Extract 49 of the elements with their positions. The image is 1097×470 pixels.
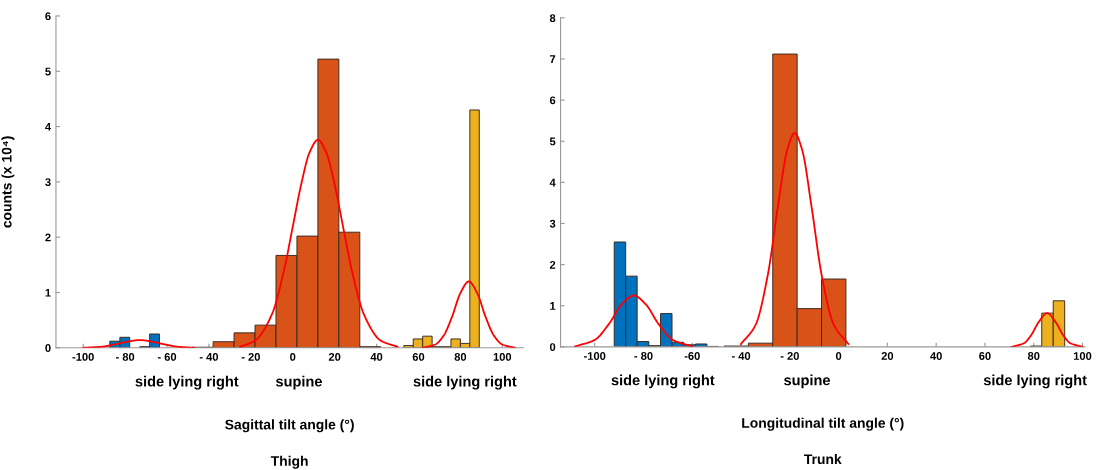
x-tick-label: - 20 — [241, 352, 260, 361]
x-tick-label: 0 — [290, 352, 296, 361]
text: supine — [784, 374, 831, 389]
y-tick-label: 8 — [549, 14, 556, 22]
y-tick-label: 6 — [549, 96, 556, 105]
text: Trunk — [804, 453, 842, 465]
y-tick-label: 3 — [45, 178, 51, 187]
y-tick-label: 2 — [549, 260, 556, 269]
x-tick-label: 0 — [835, 352, 842, 360]
y-tick-label: 5 — [549, 137, 556, 146]
x-tick-label: 80 — [1027, 352, 1040, 360]
x-tick-label: -100 — [72, 352, 94, 361]
y-tick-label: 6 — [45, 12, 51, 21]
x-tick-label: -60 — [684, 352, 700, 360]
y-tick-label: 4 — [549, 178, 556, 187]
text: Thigh — [270, 455, 308, 469]
x-tick-label: - 40 — [199, 352, 219, 361]
x-tick-label: 60 — [412, 352, 425, 361]
x-tick-label: -100 — [584, 352, 606, 360]
x-axis-title: Sagittal tilt angle (°) — [225, 419, 354, 433]
y-tick-label: 0 — [549, 343, 556, 351]
y-tick-label: 7 — [550, 55, 556, 64]
y-tick-label: 2 — [45, 233, 51, 242]
x-tick-label: 80 — [454, 352, 467, 361]
x-tick-label: - 40 — [731, 352, 751, 360]
x-tick-label: - 80 — [115, 352, 135, 361]
text: side lying right — [413, 375, 517, 390]
x-tick-label: 40 — [370, 352, 383, 361]
text: side lying right — [983, 374, 1087, 389]
x-tick-label: 100 — [493, 352, 512, 361]
text: side lying right — [611, 374, 715, 389]
x-tick-label: 100 — [1073, 352, 1092, 360]
x-tick-label: - 20 — [780, 352, 799, 360]
y-tick-label: 1 — [550, 302, 556, 310]
x-tick-label: - 80 — [634, 352, 653, 360]
y-tick-label: 0 — [45, 344, 51, 352]
y-tick-label: 1 — [45, 288, 51, 297]
y-tick-label: 5 — [45, 67, 51, 76]
x-tick-label: 60 — [979, 352, 991, 360]
y-axis-title: counts (x 10⁴) — [1, 136, 15, 228]
x-tick-label: - 60 — [157, 352, 177, 361]
text: side lying right — [135, 375, 239, 390]
x-tick-label: 20 — [328, 352, 341, 361]
text: supine — [275, 375, 322, 390]
x-tick-label: 20 — [881, 352, 894, 360]
y-tick-label: 4 — [45, 122, 52, 131]
x-tick-label: 40 — [930, 352, 942, 360]
x-axis-title: Longitudinal tilt angle (°) — [742, 417, 904, 431]
y-tick-label: 3 — [549, 219, 556, 228]
